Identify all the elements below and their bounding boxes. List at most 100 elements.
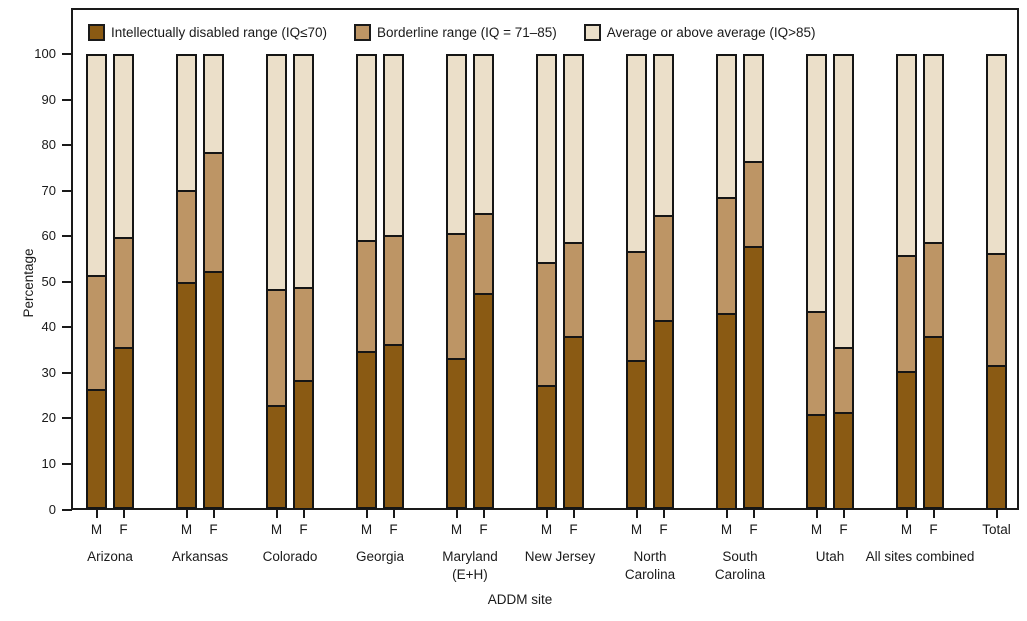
stacked-bar-georgia-m xyxy=(356,54,377,510)
site-label-line: Colorado xyxy=(262,549,318,564)
stacked-bar-arizona-m xyxy=(86,54,107,510)
segment-average xyxy=(898,56,915,256)
x-axis-tick xyxy=(932,510,935,518)
site-label-line: (E+H) xyxy=(452,567,488,582)
bar-label-m: M xyxy=(630,522,643,537)
segment-average xyxy=(745,56,762,162)
y-axis-tick-label: 80 xyxy=(41,137,56,153)
segment-average xyxy=(385,56,402,236)
segment-average xyxy=(925,56,942,242)
segment-borderline xyxy=(745,161,762,247)
segment-borderline xyxy=(205,152,222,271)
legend-item-borderline: Borderline range (IQ = 71–85) xyxy=(354,24,557,41)
segment-borderline xyxy=(718,197,735,314)
site-label-line: North xyxy=(633,549,667,564)
y-axis-tick xyxy=(62,371,72,374)
bar-label-f: F xyxy=(389,522,398,537)
segment-id xyxy=(178,281,195,508)
stacked-bar-south-carolina-f xyxy=(743,54,764,510)
bar-label-f: F xyxy=(929,522,938,537)
segment-borderline xyxy=(115,237,132,347)
x-axis-tick xyxy=(572,510,575,518)
segment-id xyxy=(835,411,852,508)
y-axis-tick xyxy=(62,280,72,283)
segment-borderline xyxy=(808,311,825,414)
site-label-line: Utah xyxy=(815,549,845,564)
segment-borderline xyxy=(628,250,645,361)
segment-borderline xyxy=(898,255,915,372)
bar-label-f: F xyxy=(299,522,308,537)
segment-id xyxy=(385,344,402,508)
y-axis-tick xyxy=(62,462,72,465)
segment-id xyxy=(475,293,492,508)
segment-id xyxy=(988,364,1005,508)
x-axis-tick xyxy=(185,510,188,518)
segment-id xyxy=(295,380,312,508)
x-axis-tick xyxy=(995,510,998,518)
x-axis-tick xyxy=(275,510,278,518)
segment-borderline xyxy=(385,235,402,345)
segment-id xyxy=(115,346,132,508)
segment-borderline xyxy=(835,346,852,412)
segment-borderline xyxy=(358,239,375,352)
stacked-bar-all-sites-combined-f xyxy=(923,54,944,510)
stacked-bar-north-carolina-f xyxy=(653,54,674,510)
segment-average xyxy=(565,56,582,242)
segment-id xyxy=(88,389,105,508)
bar-label-m: M xyxy=(450,522,463,537)
y-axis-tick xyxy=(62,417,72,420)
stacked-bar-south-carolina-m xyxy=(716,54,737,510)
segment-average xyxy=(475,56,492,213)
segment-average xyxy=(358,56,375,240)
segment-borderline xyxy=(295,286,312,381)
bar-label-f: F xyxy=(839,522,848,537)
segment-average xyxy=(115,56,132,238)
x-axis-tick xyxy=(302,510,305,518)
stacked-bar-new-jersey-f xyxy=(563,54,584,510)
segment-average xyxy=(448,56,465,233)
site-label-line: Carolina xyxy=(624,567,676,582)
x-axis-tick xyxy=(455,510,458,518)
y-axis-tick xyxy=(62,508,72,511)
x-axis-tick xyxy=(842,510,845,518)
segment-id xyxy=(925,335,942,508)
segment-borderline xyxy=(538,261,555,385)
stacked-bar-maryland-e-h--f xyxy=(473,54,494,510)
segment-id xyxy=(808,413,825,508)
segment-id xyxy=(268,404,285,508)
stacked-bar-new-jersey-m xyxy=(536,54,557,510)
stacked-bar-total-total xyxy=(986,54,1007,510)
stacked-bar-utah-m xyxy=(806,54,827,510)
segment-borderline xyxy=(475,212,492,294)
segment-id xyxy=(655,319,672,508)
segment-borderline xyxy=(178,190,195,282)
segment-borderline xyxy=(88,275,105,390)
bar-label-f: F xyxy=(569,522,578,537)
stacked-bar-utah-f xyxy=(833,54,854,510)
segment-id xyxy=(358,351,375,508)
y-axis-tick-label: 90 xyxy=(41,91,56,107)
segment-average xyxy=(835,56,852,347)
y-axis-tick-label: 30 xyxy=(41,364,56,380)
x-axis-tick xyxy=(365,510,368,518)
y-axis-tick-label: 60 xyxy=(41,228,56,244)
legend: Intellectually disabled range (IQ≤70) Bo… xyxy=(88,24,816,41)
x-axis-tick xyxy=(905,510,908,518)
segment-id xyxy=(205,270,222,508)
y-axis-tick xyxy=(62,326,72,329)
segment-average xyxy=(205,56,222,153)
site-label-line: New Jersey xyxy=(524,549,596,564)
bar-label-m: M xyxy=(810,522,823,537)
segment-borderline xyxy=(448,232,465,358)
x-axis-tick xyxy=(752,510,755,518)
bar-label-m: M xyxy=(540,522,553,537)
segment-average xyxy=(178,56,195,191)
segment-borderline xyxy=(565,241,582,336)
legend-swatch-average-icon xyxy=(583,24,601,41)
x-axis-tick xyxy=(392,510,395,518)
y-axis-tick xyxy=(62,53,72,56)
x-axis-title: ADDM site xyxy=(487,592,553,607)
y-axis-tick xyxy=(62,98,72,101)
segment-borderline xyxy=(655,214,672,320)
stacked-bar-colorado-f xyxy=(293,54,314,510)
